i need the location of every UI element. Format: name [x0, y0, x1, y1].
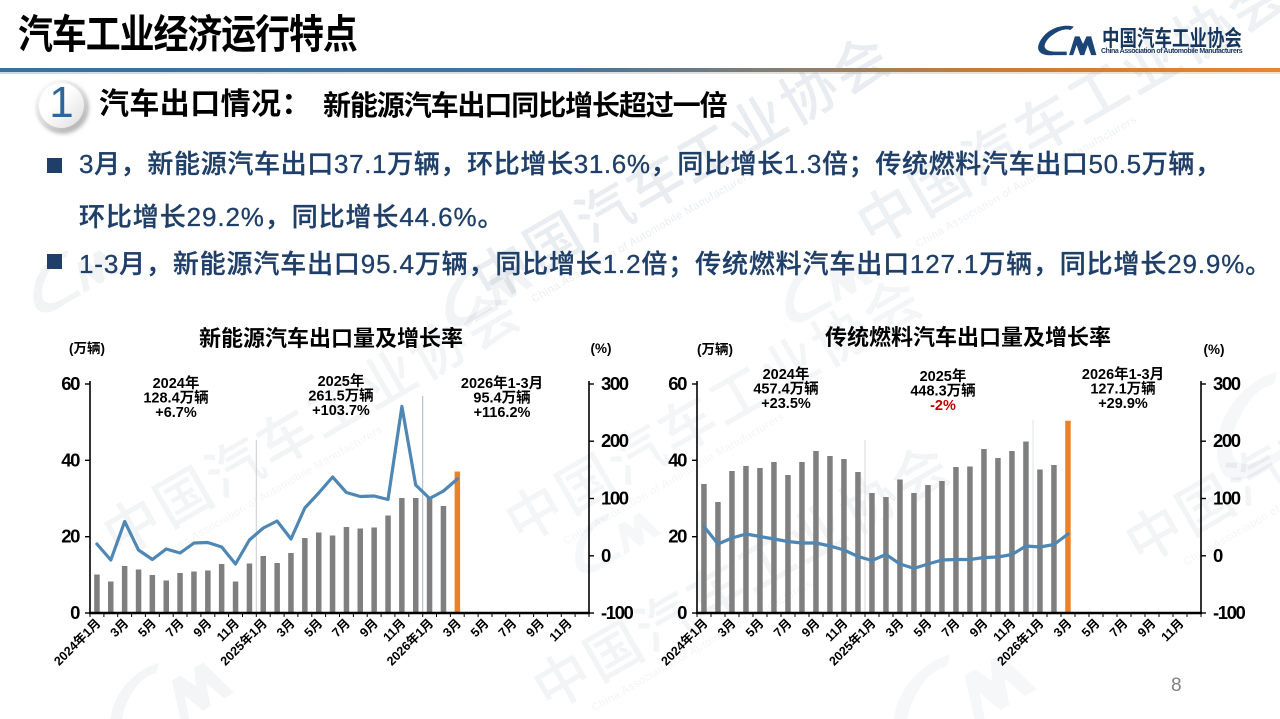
svg-text:2024年: 2024年: [763, 363, 810, 384]
svg-text:2024年: 2024年: [153, 372, 200, 393]
svg-text:7月: 7月: [327, 613, 354, 640]
svg-text:127.1万辆: 127.1万辆: [1090, 378, 1155, 399]
svg-text:95.4万辆: 95.4万辆: [473, 387, 530, 408]
svg-text:-100: -100: [1213, 602, 1246, 623]
svg-text:0: 0: [70, 602, 80, 623]
svg-text:-100: -100: [601, 602, 634, 623]
svg-text:新能源汽车出口量及增长率: 新能源汽车出口量及增长率: [199, 321, 463, 353]
svg-text:3月: 3月: [1048, 613, 1075, 640]
svg-text:7月: 7月: [493, 613, 520, 640]
svg-text:(万辆): (万辆): [69, 337, 105, 357]
svg-text:9月: 9月: [354, 613, 381, 640]
svg-text:40: 40: [61, 449, 80, 470]
svg-text:3月: 3月: [880, 613, 907, 640]
svg-text:20: 20: [61, 526, 80, 547]
svg-text:+23.5%: +23.5%: [761, 392, 811, 413]
svg-text:0: 0: [601, 545, 611, 566]
svg-text:(%): (%): [591, 337, 612, 357]
svg-text:3月: 3月: [712, 613, 739, 640]
svg-text:11月: 11月: [544, 613, 576, 645]
svg-text:9月: 9月: [796, 613, 823, 640]
svg-text:+6.7%: +6.7%: [155, 401, 197, 422]
svg-text:(%): (%): [1204, 338, 1225, 358]
svg-text:+103.7%: +103.7%: [312, 399, 370, 420]
svg-text:5月: 5月: [908, 613, 935, 640]
svg-text:200: 200: [601, 430, 629, 451]
svg-text:2025年: 2025年: [318, 370, 365, 391]
svg-text:5月: 5月: [465, 613, 492, 640]
svg-text:0: 0: [677, 602, 687, 623]
svg-text:9月: 9月: [1132, 613, 1159, 640]
svg-text:2025年: 2025年: [920, 365, 967, 386]
svg-text:5月: 5月: [299, 613, 326, 640]
svg-text:60: 60: [61, 373, 80, 394]
svg-text:3月: 3月: [271, 613, 298, 640]
svg-text:2026年1-3月: 2026年1-3月: [1082, 363, 1164, 384]
svg-text:5月: 5月: [1076, 613, 1103, 640]
svg-text:9月: 9月: [521, 613, 548, 640]
svg-text:9月: 9月: [964, 613, 991, 640]
svg-text:128.4万辆: 128.4万辆: [143, 387, 208, 408]
svg-text:(万辆): (万辆): [697, 338, 733, 358]
svg-text:7月: 7月: [160, 613, 187, 640]
svg-text:11月: 11月: [1156, 613, 1188, 645]
svg-text:2026年1-3月: 2026年1-3月: [461, 372, 543, 393]
svg-text:7月: 7月: [936, 613, 963, 640]
svg-text:+116.2%: +116.2%: [474, 401, 531, 422]
svg-text:261.5万辆: 261.5万辆: [308, 385, 373, 406]
svg-text:7月: 7月: [768, 613, 795, 640]
svg-text:448.3万辆: 448.3万辆: [910, 380, 975, 401]
svg-text:300: 300: [601, 373, 629, 394]
svg-text:60: 60: [668, 373, 687, 394]
svg-text:5月: 5月: [740, 613, 767, 640]
svg-text:-2%: -2%: [930, 394, 956, 415]
svg-text:200: 200: [1213, 430, 1241, 451]
svg-text:100: 100: [1213, 488, 1241, 509]
svg-text:3月: 3月: [437, 613, 464, 640]
svg-text:457.4万辆: 457.4万辆: [753, 378, 818, 399]
svg-text:传统燃料汽车出口量及增长率: 传统燃料汽车出口量及增长率: [825, 320, 1111, 352]
svg-text:40: 40: [668, 449, 687, 470]
svg-text:7月: 7月: [1104, 613, 1131, 640]
svg-text:3月: 3月: [105, 613, 132, 640]
svg-text:5月: 5月: [133, 613, 160, 640]
svg-text:9月: 9月: [188, 613, 215, 640]
svg-text:20: 20: [668, 526, 687, 547]
svg-text:+29.9%: +29.9%: [1098, 392, 1148, 413]
svg-text:0: 0: [1213, 545, 1223, 566]
svg-text:100: 100: [601, 488, 629, 509]
svg-text:300: 300: [1213, 373, 1241, 394]
